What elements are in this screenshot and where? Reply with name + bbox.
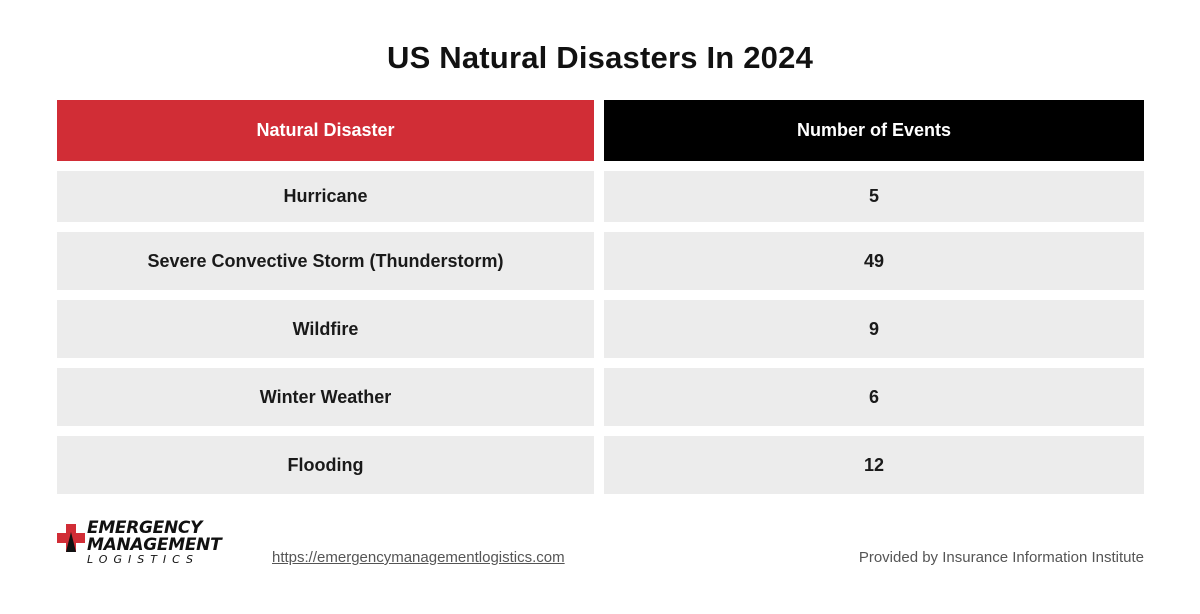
disaster-cell: Flooding [57,436,594,494]
table-row: Hurricane 5 [57,171,1144,222]
header-natural-disaster: Natural Disaster [57,100,594,161]
website-link[interactable]: https://emergencymanagementlogistics.com [272,549,565,566]
table-row: Wildfire 9 [57,300,1144,358]
disaster-cell: Winter Weather [57,368,594,426]
page-title: US Natural Disasters In 2024 [386,40,814,75]
logo-line1: EMERGENCY [87,518,203,538]
disaster-table: Natural Disaster Number of Events Hurric… [57,100,1144,504]
events-cell: 49 [604,232,1144,290]
table-row: Severe Convective Storm (Thunderstorm) 4… [57,232,1144,290]
table-row: Flooding 12 [57,436,1144,494]
header-number-of-events: Number of Events [604,100,1144,161]
events-cell: 6 [604,368,1144,426]
logo-line3: LOGISTICS [87,553,200,566]
table-header-row: Natural Disaster Number of Events [57,100,1144,161]
red-cross-icon [57,524,85,552]
source-credit: Provided by Insurance Information Instit… [858,549,1144,566]
events-cell: 5 [604,171,1144,222]
footer: EMERGENCY MANAGEMENT LOGISTICS https://e… [0,520,1200,580]
brand-logo: EMERGENCY MANAGEMENT LOGISTICS [57,520,247,566]
logo-wordmark: EMERGENCY MANAGEMENT [87,518,222,555]
table-row: Winter Weather 6 [57,368,1144,426]
disaster-cell: Hurricane [57,171,594,222]
disaster-cell: Severe Convective Storm (Thunderstorm) [57,232,594,290]
disaster-cell: Wildfire [57,300,594,358]
events-cell: 12 [604,436,1144,494]
events-cell: 9 [604,300,1144,358]
logo-line2: MANAGEMENT [87,535,222,555]
